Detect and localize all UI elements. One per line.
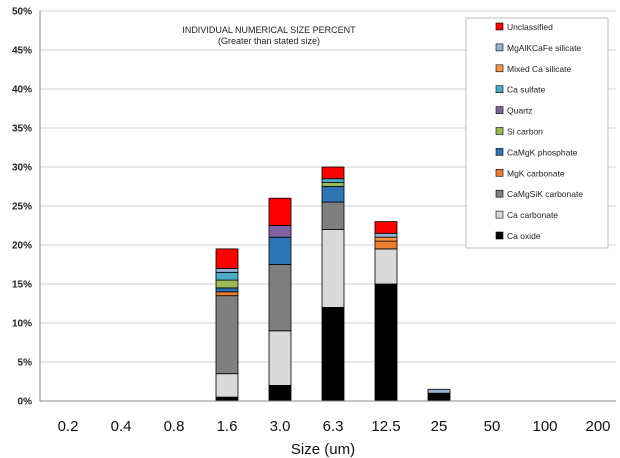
- bar-segment: [215, 287, 239, 293]
- bar-segment: [268, 384, 292, 402]
- bar-segment: [321, 178, 345, 183]
- legend-swatch: [495, 22, 504, 31]
- chart-subtitle: (Greater than stated size): [218, 36, 320, 46]
- bars: [215, 166, 451, 402]
- bar-segment: [374, 221, 398, 234]
- bar-segment: [268, 225, 292, 238]
- y-tick-label: 15%: [12, 280, 32, 291]
- bar-segment: [374, 283, 398, 402]
- legend-label: Ca carbonate: [507, 210, 558, 220]
- bar-segment: [374, 240, 398, 250]
- y-tick-label: 45%: [12, 46, 32, 57]
- y-tick-label: 35%: [12, 124, 32, 135]
- bar-segment: [321, 306, 345, 402]
- x-axis-title: Size (um): [291, 441, 355, 458]
- bar-segment: [215, 279, 239, 289]
- legend-swatch: [495, 231, 504, 240]
- legend-swatch: [495, 64, 504, 73]
- legend: Unclassified MgAlKCaFe silicate Mixed Ca s…: [465, 17, 609, 249]
- y-tick-labels: 0% 5% 10% 15% 20% 25% 30% 35% 40% 45% 50%: [12, 7, 32, 408]
- bar-segment: [321, 228, 345, 308]
- bar-segment: [268, 197, 292, 226]
- legend-box: [465, 17, 609, 249]
- bar-segment: [268, 330, 292, 386]
- bar-segment: [321, 201, 345, 230]
- legend-label: CaMgK phosphate: [507, 147, 578, 157]
- bar-segment: [268, 264, 292, 332]
- legend-label: Quartz: [507, 106, 533, 116]
- bar-segment: [215, 248, 239, 269]
- y-tick-label: 0%: [18, 397, 33, 408]
- bar-segment: [215, 373, 239, 398]
- bar-segment: [321, 182, 345, 187]
- y-tick-label: 25%: [12, 202, 32, 213]
- x-tick-label: 12.5: [371, 418, 400, 435]
- bar-segment: [321, 166, 345, 180]
- x-tick-label: 6.3: [323, 418, 344, 435]
- chart-title: INDIVIDUAL NUMERICAL SIZE PERCENT: [182, 25, 356, 35]
- x-tick-label: 100: [532, 418, 557, 435]
- legend-label: Ca sulfate: [507, 85, 546, 95]
- legend-label: Mixed Ca silicate: [507, 64, 572, 74]
- bar-segment: [374, 232, 398, 238]
- bar-segment: [374, 248, 398, 285]
- legend-swatch: [495, 43, 504, 52]
- bar-segment: [215, 396, 239, 402]
- bar-segment: [215, 291, 239, 297]
- legend-swatch: [495, 85, 504, 93]
- y-tick-label: 40%: [12, 85, 32, 96]
- x-tick-label: 25: [431, 418, 448, 435]
- x-tick-label: 1.6: [217, 418, 238, 435]
- x-tick-label: 3.0: [270, 418, 291, 435]
- y-tick-label: 20%: [12, 241, 32, 252]
- legend-label: CaMgSiK carbonate: [507, 189, 583, 199]
- y-tick-label: 30%: [12, 163, 32, 174]
- legend-label: MgK carbonate: [507, 168, 565, 178]
- legend-swatch: [495, 127, 504, 135]
- bar-segment: [427, 392, 451, 402]
- bar-segment: [215, 267, 239, 273]
- x-tick-label: 50: [484, 418, 501, 435]
- axes: [39, 11, 616, 402]
- x-tick-label: 0.2: [58, 418, 79, 435]
- legend-label: Unclassified: [507, 22, 553, 32]
- y-tick-label: 5%: [18, 358, 33, 369]
- legend-label: MgAlKCaFe silicate: [507, 43, 581, 53]
- bar-segment: [268, 236, 292, 265]
- legend-label: Ca oxide: [507, 231, 541, 241]
- bar-segment: [374, 236, 398, 242]
- bar-segment: [215, 271, 239, 281]
- legend-swatch: [495, 169, 504, 177]
- bar-segment: [321, 186, 345, 203]
- legend-swatch: [495, 189, 504, 198]
- legend-swatch: [495, 106, 504, 114]
- legend-label: Si carbon: [507, 127, 543, 137]
- x-tick-labels: 0.2 0.4 0.8 1.6 3.0 6.3 12.5 25 50 100 200: [58, 418, 611, 435]
- bar-segment: [215, 295, 239, 375]
- legend-swatch: [495, 210, 504, 219]
- y-tick-label: 10%: [12, 319, 32, 330]
- bar-segment: [427, 388, 451, 394]
- x-tick-label: 200: [585, 418, 610, 435]
- x-tick-label: 0.4: [111, 418, 132, 435]
- legend-swatch: [495, 148, 504, 156]
- y-tick-label: 50%: [12, 7, 32, 18]
- x-tick-label: 0.8: [164, 418, 185, 435]
